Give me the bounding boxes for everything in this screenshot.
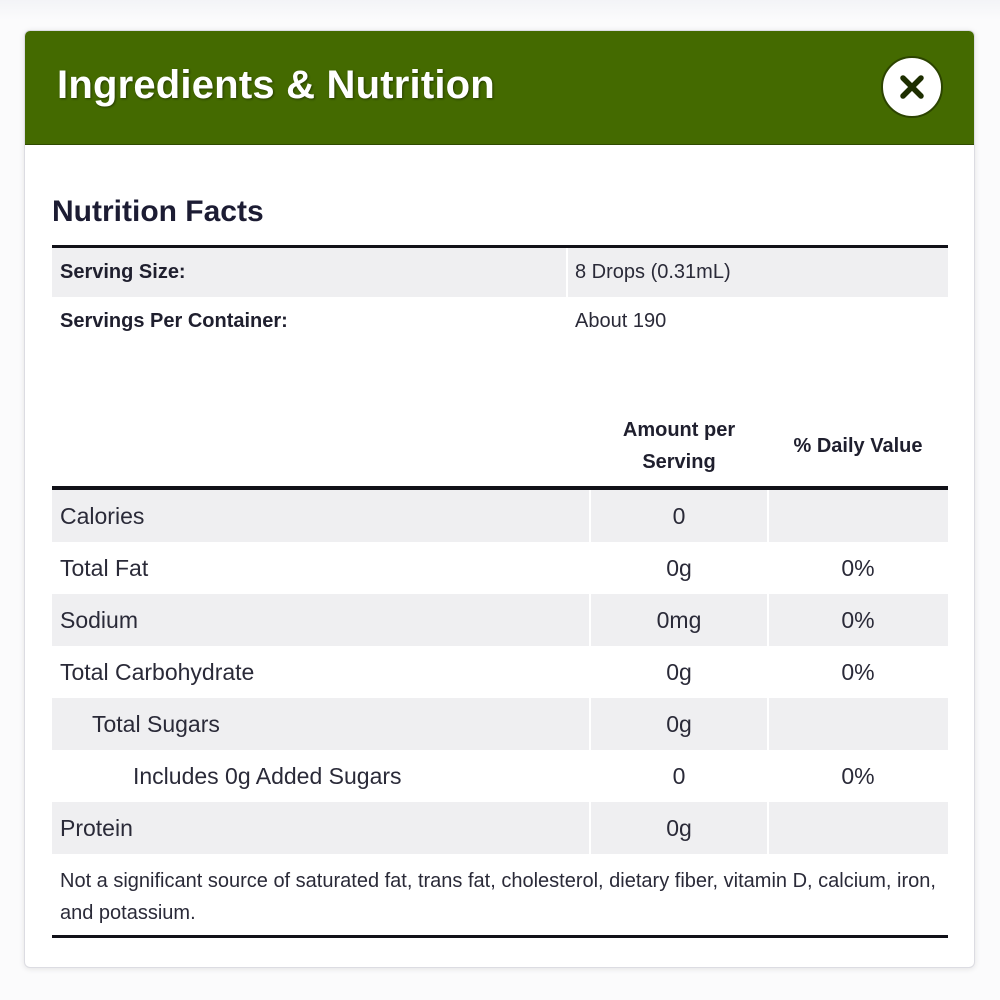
nutrient-name: Includes 0g Added Sugars: [133, 762, 402, 789]
amount-header-line1: Amount per: [622, 419, 736, 441]
amount-per-serving-header: Amount per Serving: [590, 414, 768, 478]
nutrient-row-total-carbohydrate: Total Carbohydrate 0g 0%: [52, 646, 948, 698]
nutrient-name: Total Carbohydrate: [60, 658, 255, 685]
nutrition-facts-heading: Nutrition Facts: [52, 195, 264, 228]
nutrient-name: Calories: [60, 502, 145, 529]
nutrient-row-protein: Protein 0g: [52, 802, 948, 854]
nutrient-row-total-sugars: Total Sugars 0g: [52, 698, 948, 750]
nutrient-name: Protein: [60, 814, 133, 841]
close-x-icon: [900, 75, 924, 99]
nutrient-amount: 0g: [666, 554, 692, 581]
nutrient-row-total-fat: Total Fat 0g 0%: [52, 542, 948, 594]
nutrient-daily-value: 0%: [841, 554, 875, 581]
nutrient-name: Sodium: [60, 606, 138, 633]
nutrient-daily-value: 0%: [841, 762, 875, 789]
nutrient-row-added-sugars: Includes 0g Added Sugars 0 0%: [52, 750, 948, 802]
nutrient-daily-value: [768, 698, 948, 750]
nutrient-daily-value: 0%: [841, 658, 875, 685]
servings-per-container-value: About 190: [575, 310, 667, 332]
nutrient-amount: 0g: [666, 658, 692, 685]
page-top-strip: [0, 0, 1000, 20]
nutrient-name: Total Fat: [60, 554, 149, 581]
serving-size-row: Serving Size: 8 Drops (0.31mL): [52, 248, 948, 297]
serving-size-label: Serving Size:: [60, 261, 186, 283]
bottom-rule: [52, 935, 948, 938]
servings-per-container-row: Servings Per Container: About 190: [52, 297, 948, 346]
nutrient-daily-value: 0%: [841, 606, 875, 633]
ingredients-nutrition-modal: Ingredients & Nutrition Nutrition Facts …: [24, 30, 975, 968]
amount-header-line2: Serving: [642, 451, 716, 473]
nutrient-amount: 0: [672, 502, 686, 529]
nutrient-amount: 0g: [666, 710, 692, 737]
modal-header: Ingredients & Nutrition: [25, 31, 974, 145]
nutrient-amount: 0mg: [656, 606, 702, 633]
table-header-rule: [52, 486, 948, 490]
nutrient-daily-value: [768, 490, 948, 542]
servings-per-container-label: Servings Per Container:: [60, 310, 288, 332]
daily-value-header: % Daily Value: [793, 435, 923, 457]
modal-title: Ingredients & Nutrition: [57, 63, 495, 107]
nutrient-daily-value: [768, 802, 948, 854]
top-rule: [52, 245, 948, 248]
serving-size-value: 8 Drops (0.31mL): [575, 261, 731, 283]
nutrient-name: Total Sugars: [92, 710, 220, 737]
nutrient-amount: 0g: [666, 814, 692, 841]
close-button[interactable]: [881, 56, 943, 118]
nutrition-footnote: Not a significant source of saturated fa…: [60, 870, 936, 924]
nutrient-amount: 0: [672, 762, 686, 789]
nutrient-row-calories: Calories 0: [52, 490, 948, 542]
nutrient-row-sodium: Sodium 0mg 0%: [52, 594, 948, 646]
